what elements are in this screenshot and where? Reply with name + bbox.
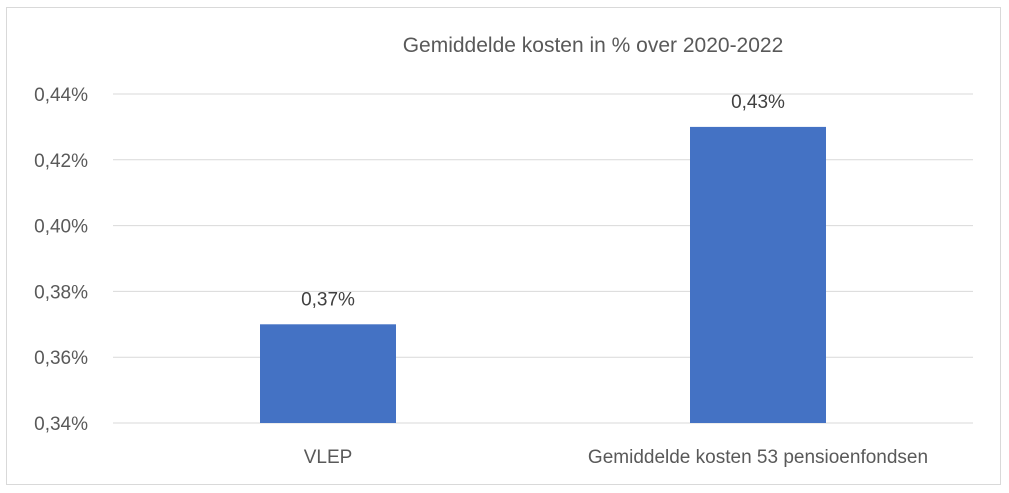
data-label: 0,43% bbox=[731, 92, 785, 113]
data-label: 0,37% bbox=[301, 289, 355, 310]
chart-frame bbox=[6, 7, 1001, 485]
y-tick-label: 0,36% bbox=[34, 348, 88, 369]
y-tick-label: 0,40% bbox=[34, 217, 88, 238]
bar bbox=[260, 324, 396, 423]
y-tick-label: 0,42% bbox=[34, 151, 88, 172]
category-label: VLEP bbox=[304, 447, 353, 468]
bar bbox=[690, 126, 826, 424]
chart-title: Gemiddelde kosten in % over 2020-2022 bbox=[403, 34, 784, 57]
bars bbox=[260, 126, 826, 424]
y-axis-ticks: 0,34% 0,36% 0,38% 0,40% 0,42% 0,44% bbox=[34, 85, 88, 435]
gridlines bbox=[113, 93, 973, 424]
y-tick-label: 0,34% bbox=[34, 414, 88, 435]
x-axis-categories: VLEP Gemiddelde kosten 53 pensioenfondsen bbox=[304, 447, 928, 468]
category-label: Gemiddelde kosten 53 pensioenfondsen bbox=[588, 447, 928, 468]
y-tick-label: 0,44% bbox=[34, 85, 88, 106]
data-labels: 0,37% 0,43% bbox=[301, 92, 785, 310]
y-tick-label: 0,38% bbox=[34, 282, 88, 303]
